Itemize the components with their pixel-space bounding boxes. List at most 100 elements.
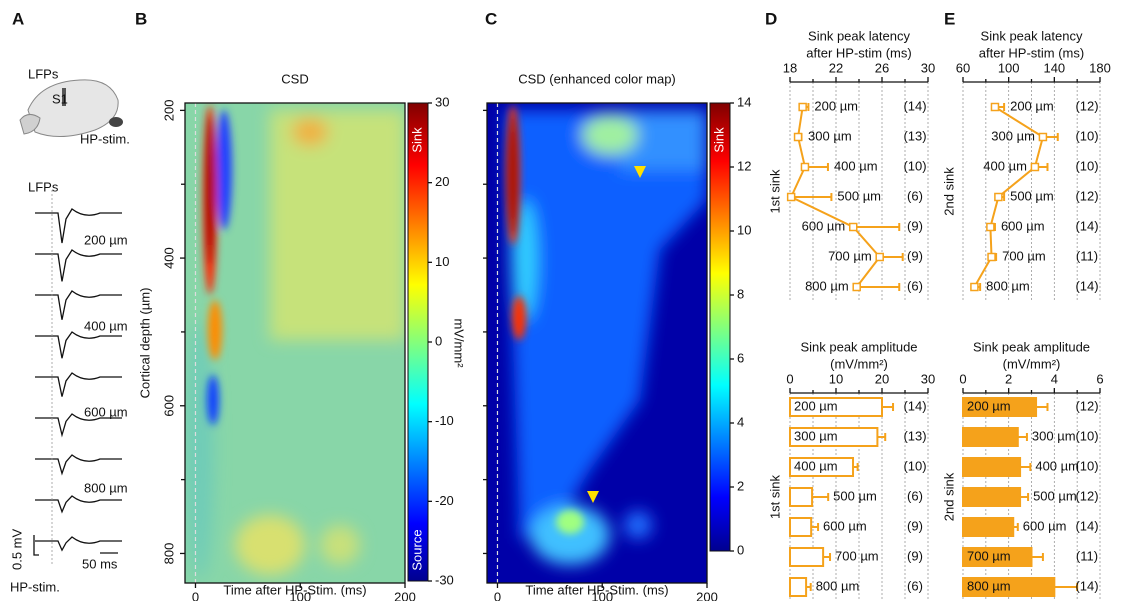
x-tick-label: 6 <box>1096 371 1103 386</box>
x-tick-label: 26 <box>875 60 889 75</box>
category-label: 700 µm <box>828 248 872 263</box>
colorbar-tick-label: 6 <box>737 350 744 365</box>
y-axis-label: 2nd sink <box>941 472 956 521</box>
lfp-trace <box>35 495 122 514</box>
x-tick-label: 0 <box>192 589 199 601</box>
bar <box>962 427 1019 447</box>
chart-title: after HP-stim (ms) <box>979 45 1084 60</box>
error-bar <box>811 523 820 531</box>
error-bar <box>856 283 901 291</box>
error-bar <box>1036 403 1049 411</box>
chart-title: after HP-stim (ms) <box>806 45 911 60</box>
colorbar <box>709 102 731 552</box>
n-label: (10) <box>1075 458 1098 473</box>
bar <box>789 487 814 507</box>
category-label: 800 µm <box>805 278 849 293</box>
x-axis-label: Time after HP-Stim. (ms) <box>525 582 668 597</box>
panel-a-label: LFPs <box>28 66 59 81</box>
n-label: (11) <box>1076 248 1098 263</box>
category-label: 400 µm <box>794 458 838 473</box>
colorbar-tick-label: 10 <box>737 222 751 237</box>
panel-letter: D <box>765 9 777 28</box>
x-tick-label: 30 <box>921 371 935 386</box>
point <box>786 192 796 202</box>
lfp-trace <box>35 413 122 438</box>
panel-a-label: S1 <box>52 91 68 106</box>
category-label: 300 µm <box>808 128 852 143</box>
x-tick-label: 30 <box>921 60 935 75</box>
y-tick-label: 400 <box>161 247 176 269</box>
lfp-trace <box>35 290 122 320</box>
y-tick-label: 800 <box>161 543 176 565</box>
error-bar <box>1020 493 1030 501</box>
colorbar-source: Source <box>409 529 424 570</box>
n-label: (11) <box>1076 548 1098 563</box>
error-bar <box>1054 583 1079 591</box>
category-label: 800 µm <box>816 578 860 593</box>
panel-a-label: 800 µm <box>84 480 128 495</box>
n-label: (6) <box>907 188 923 203</box>
point <box>875 252 884 262</box>
panel-a-label: 0.5 mV <box>9 528 24 570</box>
n-label: (13) <box>903 128 926 143</box>
colorbar-tick-label: -10 <box>435 413 454 428</box>
chart-title: CSD <box>281 71 308 86</box>
x-tick-label: 100 <box>591 589 613 601</box>
n-label: (14) <box>1075 578 1098 593</box>
error-bar <box>1020 463 1032 471</box>
x-tick-label: 200 <box>696 589 718 601</box>
point <box>852 282 861 292</box>
n-label: (10) <box>1075 128 1098 143</box>
point <box>986 222 995 232</box>
x-tick-label: 100 <box>289 589 311 601</box>
lfp-trace <box>35 372 122 397</box>
n-label: (10) <box>1075 428 1098 443</box>
plot-frame <box>184 102 406 584</box>
error-bar <box>1013 523 1019 531</box>
panel-letter: A <box>12 9 24 28</box>
n-label: (9) <box>907 218 923 233</box>
n-label: (12) <box>1075 398 1098 413</box>
panel-letter: C <box>485 9 497 28</box>
y-tick-label: 600 <box>161 395 176 417</box>
error-bar <box>853 223 901 231</box>
y-axis-label: Cortical depth (µm) <box>137 288 152 399</box>
n-label: (14) <box>1075 278 1098 293</box>
category-label: 600 µm <box>1023 518 1067 533</box>
colorbar-tick-label: 12 <box>737 158 751 173</box>
n-label: (6) <box>907 278 923 293</box>
n-label: (10) <box>903 458 926 473</box>
n-label: (12) <box>1075 488 1098 503</box>
x-tick-label: 20 <box>875 371 889 386</box>
n-label: (13) <box>903 428 926 443</box>
n-label: (9) <box>907 518 923 533</box>
colorbar-sink: Sink <box>711 127 726 153</box>
chart-title: Sink peak amplitude <box>800 339 917 354</box>
colorbar-tick-label: 10 <box>435 254 449 269</box>
category-label: 700 µm <box>967 548 1011 563</box>
category-label: 200 µm <box>794 398 838 413</box>
x-tick-label: 180 <box>1089 60 1111 75</box>
n-label: (9) <box>907 548 923 563</box>
csd-enhanced-map <box>487 103 707 583</box>
category-label: 300 µm <box>794 428 838 443</box>
n-label: (6) <box>907 488 923 503</box>
bar <box>962 517 1015 537</box>
category-label: 500 µm <box>833 488 877 503</box>
category-label: 400 µm <box>983 158 1027 173</box>
chart-title: CSD (enhanced color map) <box>518 71 676 86</box>
chart-title: Sink peak amplitude <box>973 339 1090 354</box>
point <box>990 102 1000 112</box>
y-axis-label: 1st sink <box>767 169 782 214</box>
error-bar <box>1031 553 1044 561</box>
n-label: (10) <box>1075 158 1098 173</box>
y-axis-label: 2nd sink <box>941 167 956 216</box>
category-label: 200 µm <box>967 398 1011 413</box>
panel-letter: B <box>135 9 147 28</box>
point <box>798 102 807 112</box>
x-tick-label: 2 <box>1005 371 1012 386</box>
n-label: (6) <box>907 578 923 593</box>
category-label: 400 µm <box>834 158 878 173</box>
point <box>800 162 810 172</box>
lfp-trace <box>35 208 122 244</box>
